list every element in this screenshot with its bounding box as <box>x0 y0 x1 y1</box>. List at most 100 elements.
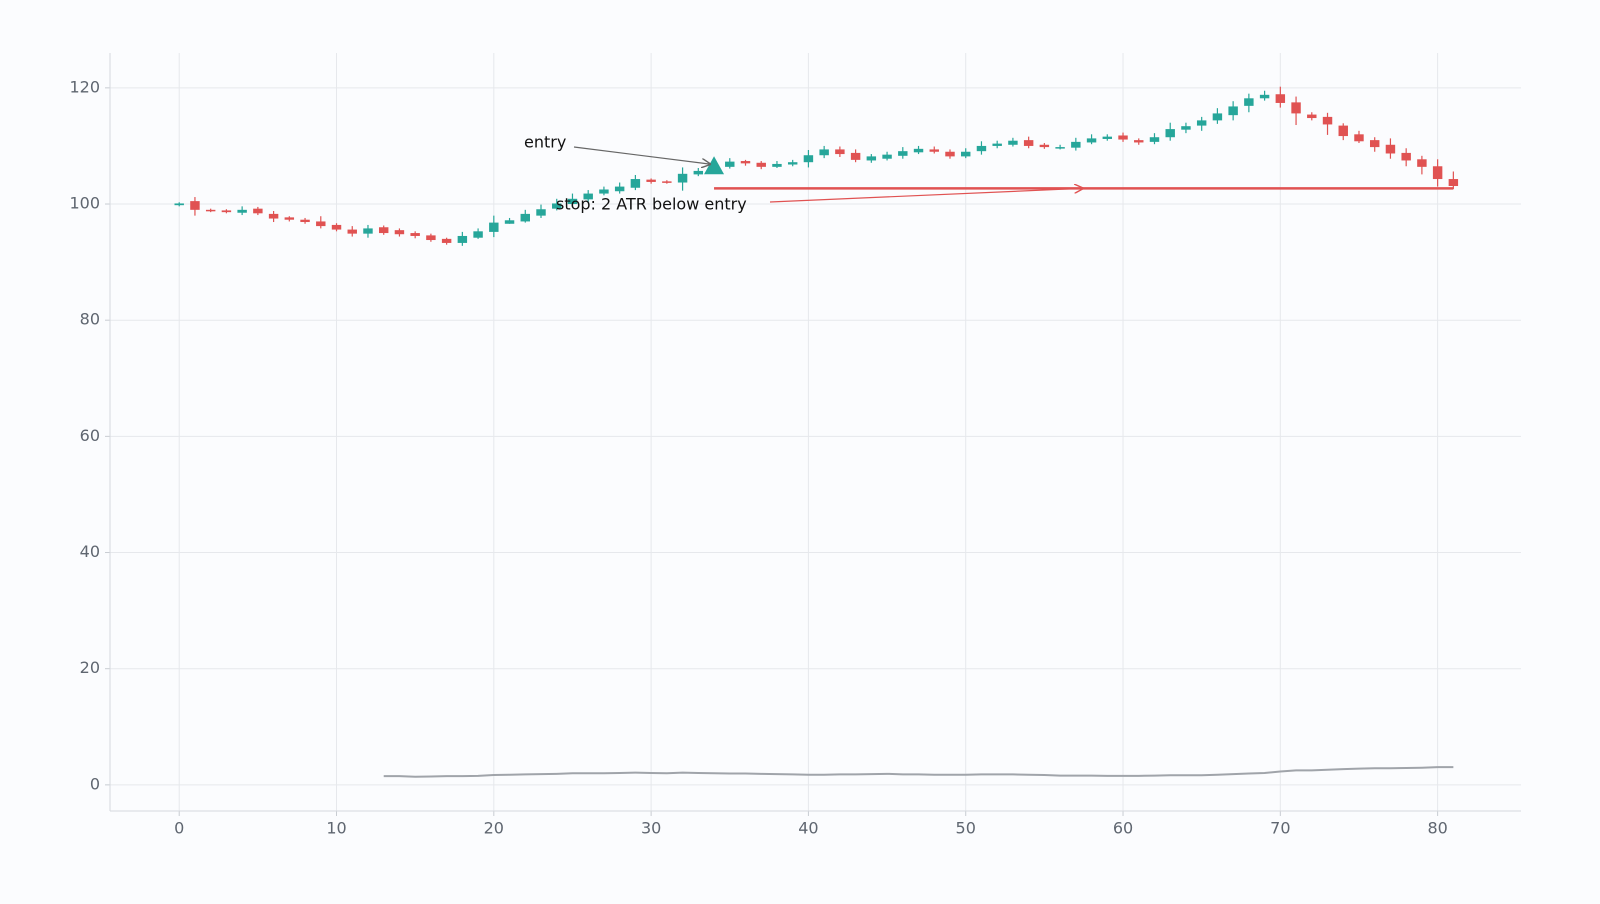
candle-body <box>662 181 672 183</box>
atr-line <box>383 766 1454 778</box>
candle-body <box>725 161 735 167</box>
plot-layer: entry stop: 2 ATR below entry <box>174 86 1459 778</box>
stop-label: stop: 2 ATR below entry <box>556 195 747 214</box>
candle-body <box>190 201 200 210</box>
candle-body <box>976 145 987 152</box>
candle-body <box>221 210 232 213</box>
candle-body <box>772 163 782 167</box>
candle-body <box>567 198 578 205</box>
candle-body <box>489 222 499 232</box>
x-tick-label: 70 <box>1270 819 1290 838</box>
candle-body <box>961 151 971 157</box>
candle-body <box>378 227 389 234</box>
candle-body <box>945 151 955 157</box>
candle-body <box>1118 135 1128 140</box>
y-tick-label: 120 <box>69 77 100 96</box>
candle-body <box>457 235 468 243</box>
x-tick-label: 10 <box>326 819 346 838</box>
candle-body <box>441 238 452 243</box>
candle-body <box>614 186 625 192</box>
x-tick-label: 50 <box>956 819 976 838</box>
entry-label: entry <box>524 133 566 152</box>
candle-body <box>756 162 766 167</box>
candle-body <box>331 224 342 230</box>
x-tick-label: 0 <box>174 819 184 838</box>
candle-body <box>1008 140 1018 145</box>
stop-arrow <box>769 188 1084 203</box>
candle-body <box>363 228 373 234</box>
candle-body <box>929 149 939 152</box>
candle-body <box>1071 141 1081 148</box>
candle-body <box>1102 136 1113 139</box>
candle-body <box>394 230 405 235</box>
candle-body <box>898 151 908 156</box>
x-tick-label: 20 <box>484 819 504 838</box>
y-tick-label: 80 <box>80 310 100 329</box>
candle-body <box>1228 106 1238 116</box>
candle-body <box>583 193 593 200</box>
candle-body <box>1354 134 1364 142</box>
candle-body <box>237 209 247 213</box>
candle-body <box>253 208 263 214</box>
candle-body <box>1385 144 1396 154</box>
candle-body <box>1212 113 1223 121</box>
candle-body <box>866 156 877 161</box>
candle-body <box>1417 159 1427 167</box>
candle-body <box>693 170 704 175</box>
x-tick-label: 40 <box>798 819 818 838</box>
candle-body <box>1244 98 1254 106</box>
candle-body <box>1086 138 1097 143</box>
candle-body <box>205 209 216 212</box>
candle-body <box>473 231 483 238</box>
candle-body <box>835 149 845 155</box>
candle-body <box>174 203 184 206</box>
candle-body <box>1259 94 1270 99</box>
candle-body <box>1196 120 1207 126</box>
candle-body <box>1322 116 1333 125</box>
candle-body <box>1023 140 1034 146</box>
x-tick-label: 60 <box>1113 819 1133 838</box>
candle-body <box>347 229 357 234</box>
candle-body <box>1338 125 1348 137</box>
candle-body <box>882 154 892 159</box>
candle-body <box>646 179 656 182</box>
candle-body <box>1291 102 1301 114</box>
candle-body <box>913 148 924 153</box>
candle-body <box>630 179 641 188</box>
candle-body <box>1149 137 1160 142</box>
candle-body <box>1039 144 1050 148</box>
candle-body <box>504 220 515 224</box>
candle-body <box>268 213 279 219</box>
candle-body <box>599 189 609 194</box>
candle-body <box>1432 166 1443 180</box>
grid-layer: 0 20 40 60 80 100 120 0 10 20 30 40 50 60 70 80 <box>69 53 1521 838</box>
y-tick-label: 20 <box>80 658 100 677</box>
candle-body <box>677 173 688 183</box>
candle-body <box>316 221 326 227</box>
candle-body <box>1448 179 1459 187</box>
candle-body <box>1181 126 1191 130</box>
candle-body <box>284 217 295 220</box>
candle-body <box>819 149 829 156</box>
candle-body <box>552 203 562 209</box>
candle-body <box>1401 152 1411 161</box>
candle-body <box>410 233 420 236</box>
candle-body <box>1055 147 1065 149</box>
x-tick-label: 30 <box>641 819 661 838</box>
y-tick-label: 100 <box>69 194 100 213</box>
y-tick-label: 60 <box>80 426 100 445</box>
entry-arrow <box>573 146 711 164</box>
candle-body <box>992 143 1002 146</box>
candle-body <box>1369 140 1380 148</box>
candle-body <box>300 219 310 223</box>
candle-body <box>1165 129 1175 138</box>
candle-body <box>740 161 751 164</box>
x-tick-label: 80 <box>1427 819 1447 838</box>
candle-body <box>520 213 530 222</box>
candle-body <box>1134 140 1144 143</box>
candle-body <box>426 235 436 241</box>
y-tick-label: 0 <box>90 774 100 793</box>
candle-body <box>536 209 546 216</box>
